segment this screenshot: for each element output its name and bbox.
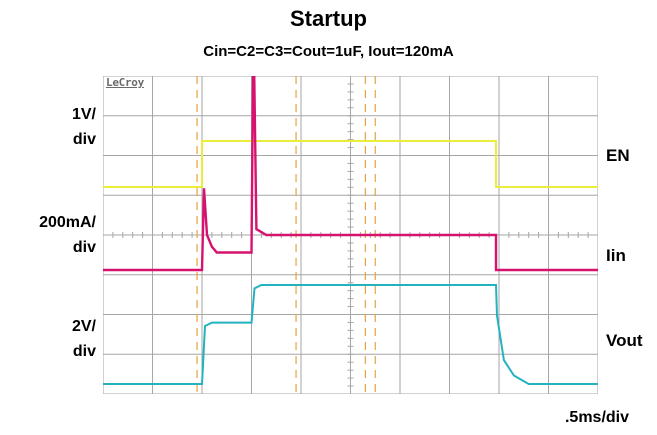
en-scale-line2: div	[72, 131, 96, 148]
trace-vout	[103, 284, 598, 385]
vout-scale-label: 2V/ div	[72, 314, 96, 364]
iin-scale-line2: div	[72, 239, 96, 256]
scope-logo: LeCroy	[106, 76, 144, 89]
iin-scale-label: 200mA/ div	[39, 210, 96, 260]
iin-scale-line1: 200mA/	[39, 214, 96, 231]
vout-channel-label: Vout	[606, 331, 643, 350]
trace-en	[103, 140, 598, 188]
vout-scale-line2: div	[72, 343, 96, 360]
en-scale-line1: 1V/	[71, 106, 96, 123]
time-scale-label: .5ms/div	[564, 409, 629, 426]
oscilloscope-plot	[103, 76, 598, 394]
traces	[103, 76, 598, 385]
trace-iin	[103, 76, 598, 272]
chart-title: Startup	[290, 6, 367, 31]
vout-scale-line1: 2V/	[71, 318, 96, 335]
en-scale-label: 1V/ div	[72, 102, 96, 152]
chart-subtitle: Cin=C2=C3=Cout=1uF, Iout=120mA	[203, 43, 454, 60]
en-channel-label: EN	[606, 146, 630, 165]
iin-channel-label: Iin	[606, 246, 626, 265]
